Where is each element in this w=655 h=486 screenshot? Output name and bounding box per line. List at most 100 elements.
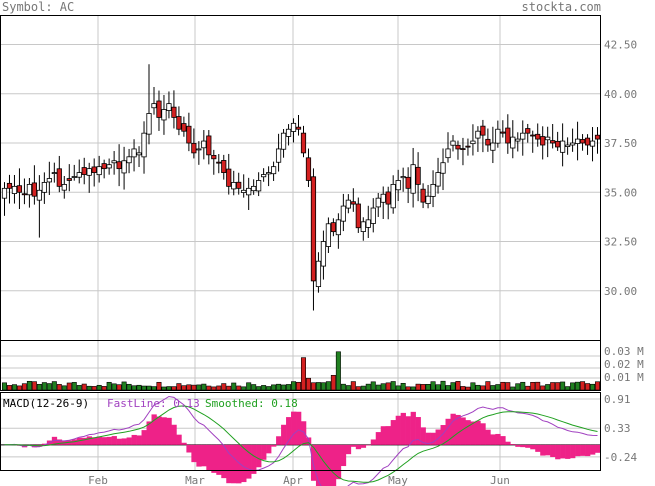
candle-body	[196, 148, 202, 151]
candle-body	[405, 176, 411, 189]
macd-histogram-bar	[216, 444, 222, 475]
macd-histogram-bar	[445, 418, 451, 445]
volume-bar	[56, 384, 62, 391]
candle-body	[191, 142, 197, 154]
macd-histogram-bar	[106, 436, 112, 445]
volume-bar	[400, 382, 406, 391]
macd-histogram-bar	[455, 414, 461, 445]
macd-histogram-bar	[296, 411, 302, 445]
volume-tick-label: 0.02 M	[604, 358, 644, 371]
volume-bar	[555, 382, 561, 391]
volume-bar	[360, 385, 366, 391]
macd-histogram-bar	[206, 444, 212, 471]
candle-body	[31, 182, 37, 197]
macd-histogram-bar	[226, 444, 232, 484]
macd-histogram-bar	[101, 437, 107, 445]
candle-body	[121, 160, 127, 174]
volume-bar	[565, 386, 571, 391]
volume-bar	[186, 384, 192, 391]
macd-histogram-bar	[76, 437, 83, 445]
volume-bar	[535, 381, 541, 391]
volume-bar	[510, 386, 516, 391]
volume-bar	[256, 386, 262, 391]
macd-histogram-bar	[241, 444, 247, 483]
macd-histogram-bar	[231, 444, 237, 484]
candle-body	[116, 161, 122, 170]
volume-panel-frame	[0, 340, 601, 391]
candle-body	[305, 157, 312, 181]
candle-body	[310, 176, 317, 282]
volume-tick-label: 0.03 M	[604, 345, 644, 358]
candle-body	[470, 140, 476, 145]
candle-body	[480, 125, 486, 136]
macd-histogram-bar	[266, 444, 272, 454]
volume-bar	[370, 381, 376, 391]
macd-histogram-bar	[281, 424, 287, 445]
macd-tick-label: -0.24	[604, 451, 637, 464]
volume-bar	[405, 386, 411, 391]
candle-body	[520, 132, 526, 140]
price-tick-label: 42.50	[604, 39, 637, 52]
candle-body	[131, 148, 137, 158]
candle-body	[505, 127, 511, 144]
volume-bar	[86, 385, 92, 391]
volume-bar	[121, 381, 127, 391]
macd-histogram-bar	[271, 444, 277, 447]
macd-title: MACD(12-26-9)	[3, 397, 89, 410]
candle-body	[81, 167, 87, 175]
macd-histogram-bar	[560, 444, 566, 459]
volume-bar	[340, 383, 346, 391]
macd-histogram-bar	[430, 432, 436, 445]
candle-body	[246, 187, 252, 196]
month-label: Apr	[283, 474, 303, 486]
candle-body	[435, 172, 441, 187]
volume-bar	[191, 384, 197, 391]
volume-bar	[96, 384, 102, 391]
volume-bar	[21, 383, 27, 391]
macd-histogram-bar	[201, 444, 207, 467]
volume-bar	[206, 385, 212, 391]
candle-body	[181, 123, 187, 132]
candle-body	[106, 164, 112, 169]
macd-histogram-bar	[380, 426, 387, 445]
volume-bar	[385, 382, 391, 391]
candle-body	[325, 223, 332, 247]
volume-bar	[211, 386, 217, 391]
candle-body	[495, 128, 501, 144]
candle-body	[285, 128, 292, 137]
volume-bar	[216, 385, 222, 391]
candle-body	[186, 125, 192, 144]
candle-body	[594, 134, 601, 140]
macd-histogram-bar	[480, 423, 486, 445]
volume-bar	[66, 382, 72, 391]
macd-histogram-bar	[465, 420, 471, 445]
macd-histogram-bar	[56, 439, 63, 445]
month-label: Feb	[88, 474, 108, 486]
volume-bar	[16, 385, 22, 391]
volume-bar	[585, 383, 591, 391]
volume-bar	[575, 381, 581, 391]
macd-histogram-bar	[505, 441, 511, 445]
candle-body	[395, 180, 401, 191]
site-label: stockta.com	[521, 0, 601, 14]
volume-bar	[241, 386, 247, 391]
macd-histogram-bar	[131, 434, 137, 445]
candle-body	[515, 138, 521, 142]
candle-body	[241, 189, 247, 193]
volume-bar	[590, 383, 596, 391]
volume-bar	[36, 383, 42, 391]
price-tick-label: 32.50	[604, 236, 637, 249]
volume-bar	[251, 384, 257, 391]
volume-bar	[146, 385, 152, 391]
volume-bar	[26, 380, 32, 391]
macd-histogram-bar	[470, 421, 476, 445]
month-label: Mar	[185, 474, 205, 486]
candle-body	[91, 166, 97, 173]
candle-body	[510, 136, 516, 149]
macd-histogram-bar	[495, 433, 501, 445]
volume-bar	[500, 381, 506, 391]
volume-bar	[305, 377, 311, 391]
candle-body	[151, 103, 157, 109]
candle-body	[280, 132, 287, 150]
candle-body	[16, 185, 23, 193]
